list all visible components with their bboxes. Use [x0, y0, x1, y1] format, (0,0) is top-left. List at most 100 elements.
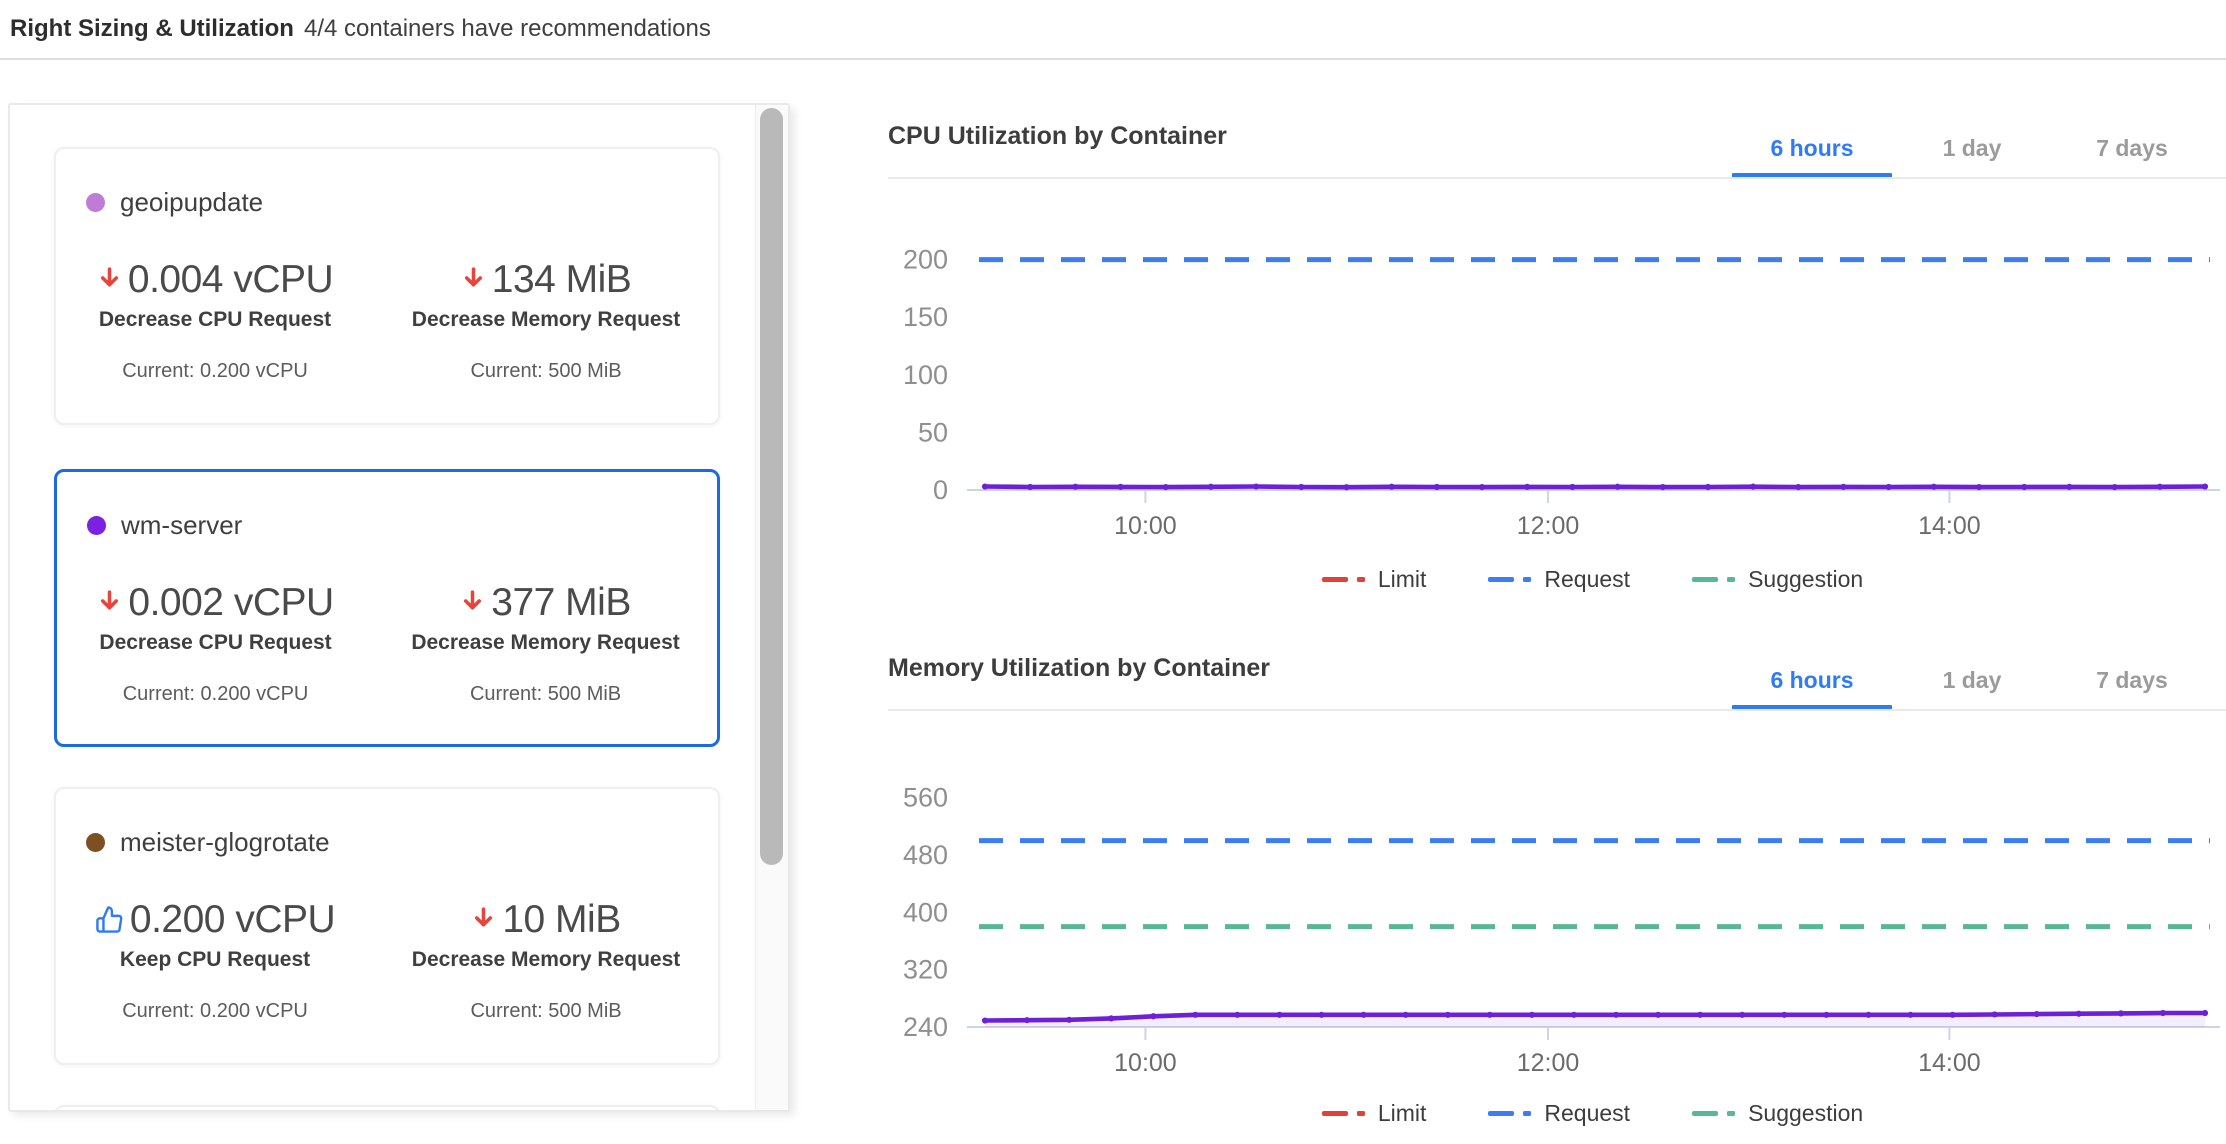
container-name: geoipupdate	[120, 187, 264, 217]
memory-recommendation: 134 MiB Decrease Memory Request Current:…	[374, 258, 718, 383]
container-name: wm-server	[121, 510, 243, 540]
legend-item-suggestion[interactable]: Suggestion	[1692, 1100, 1863, 1127]
arrow-down-icon	[471, 905, 496, 930]
legend-label: Limit	[1377, 1100, 1427, 1126]
memory-current-value: Current: 500 MiB	[469, 683, 622, 705]
cpu-recommendation: 0.004 vCPU Decrease CPU Request Current:…	[56, 258, 374, 383]
tab-7-days[interactable]: 7 days	[2096, 667, 2168, 693]
legend-dot-icon	[1356, 1111, 1365, 1116]
svg-text:12:00: 12:00	[1517, 1049, 1580, 1077]
container-color-dot	[86, 193, 105, 212]
page-subtitle: 4/4 containers have recommendations	[303, 15, 711, 42]
container-card-partial[interactable]	[54, 1105, 720, 1110]
legend-item-limit[interactable]: Limit	[1321, 566, 1427, 593]
legend-item-suggestion[interactable]: Suggestion	[1692, 566, 1863, 593]
memory-chart-legend: Limit Request Suggestion	[975, 1100, 2210, 1127]
arrow-down-icon	[97, 265, 122, 290]
cpu-current-value: Current: 0.200 vCPU	[122, 683, 309, 705]
legend-label: Request	[1544, 1100, 1631, 1126]
svg-text:100: 100	[903, 360, 948, 390]
card-header: geoipupdate	[86, 187, 718, 218]
svg-text:400: 400	[903, 897, 948, 927]
memory-recommendation-label: Decrease Memory Request	[411, 631, 680, 654]
legend-label: Suggestion	[1748, 1100, 1864, 1126]
svg-text:150: 150	[903, 302, 948, 332]
card-header: meister-glogrotate	[86, 827, 718, 858]
memory-recommended-value: 134 MiB	[491, 258, 632, 301]
arrow-down-icon	[460, 588, 485, 613]
cpu-chart-title: CPU Utilization by Container	[888, 122, 1227, 150]
card-header: wm-server	[87, 510, 717, 541]
arrow-down-icon	[461, 265, 486, 290]
memory-chart-timerange-tabs: 6 hours 1 day 7 days	[1732, 652, 2212, 711]
cpu-recommended-value: 0.004 vCPU	[127, 258, 334, 301]
svg-text:14:00: 14:00	[1918, 512, 1981, 540]
cpu-recommendation-label: Decrease CPU Request	[99, 631, 332, 654]
container-name: meister-glogrotate	[120, 827, 330, 857]
memory-recommended-value: 377 MiB	[491, 581, 631, 624]
cpu-recommendation: 0.200 vCPU Keep CPU Request Current: 0.2…	[56, 898, 374, 1023]
svg-text:240: 240	[903, 1012, 948, 1042]
svg-text:50: 50	[918, 417, 948, 447]
svg-text:10:00: 10:00	[1114, 1049, 1177, 1077]
cpu-recommended-value: 0.200 vCPU	[129, 898, 336, 941]
legend-dot-icon	[1727, 1111, 1736, 1116]
scrollbar-track[interactable]	[755, 105, 788, 1110]
legend-dash-icon	[1692, 577, 1719, 582]
cpu-current-value: Current: 0.200 vCPU	[122, 1000, 308, 1022]
card-metrics: 0.002 vCPU Decrease CPU Request Current:…	[57, 581, 717, 706]
legend-label: Limit	[1377, 566, 1427, 592]
container-list-panel: geoipupdate 0.004 vCPU Decrease CPU Requ…	[8, 103, 790, 1112]
container-color-dot	[87, 516, 106, 535]
memory-recommendation-label: Decrease Memory Request	[411, 308, 681, 331]
svg-text:320: 320	[903, 955, 948, 985]
container-card-geoipupdate[interactable]: geoipupdate 0.004 vCPU Decrease CPU Requ…	[54, 147, 720, 425]
tab-1-day[interactable]: 1 day	[1942, 135, 2002, 161]
tab-6-hours[interactable]: 6 hours	[1732, 652, 1892, 711]
cpu-recommended-value: 0.002 vCPU	[128, 581, 334, 624]
tab-1-day[interactable]: 1 day	[1942, 667, 2002, 693]
card-metrics: 0.004 vCPU Decrease CPU Request Current:…	[56, 258, 718, 383]
svg-text:14:00: 14:00	[1918, 1049, 1981, 1077]
memory-chart-title: Memory Utilization by Container	[888, 654, 1270, 682]
container-card-meister-glogrotate[interactable]: meister-glogrotate 0.200 vCPU Keep CPU R…	[54, 787, 720, 1065]
svg-text:560: 560	[903, 783, 948, 813]
scrollbar-thumb[interactable]	[760, 108, 783, 865]
legend-dot-icon	[1356, 577, 1365, 582]
cpu-current-value: Current: 0.200 vCPU	[122, 360, 308, 382]
svg-text:0: 0	[933, 475, 948, 505]
thumbs-up-icon	[95, 905, 124, 934]
legend-dot-icon	[1523, 577, 1532, 582]
divider	[888, 177, 2226, 179]
divider	[888, 709, 2226, 711]
legend-item-limit[interactable]: Limit	[1321, 1100, 1427, 1127]
page-title: Right Sizing & Utilization	[10, 15, 294, 42]
card-metrics: 0.200 vCPU Keep CPU Request Current: 0.2…	[56, 898, 718, 1023]
memory-current-value: Current: 500 MiB	[470, 360, 622, 382]
legend-label: Suggestion	[1748, 566, 1864, 592]
legend-dash-icon	[1488, 577, 1515, 582]
legend-label: Request	[1544, 566, 1631, 592]
cpu-recommendation: 0.002 vCPU Decrease CPU Request Current:…	[57, 581, 374, 706]
legend-dot-icon	[1523, 1111, 1532, 1116]
legend-item-request[interactable]: Request	[1488, 566, 1630, 593]
legend-dash-icon	[1321, 577, 1348, 582]
tab-6-hours[interactable]: 6 hours	[1732, 120, 1892, 179]
legend-dash-icon	[1488, 1111, 1515, 1116]
memory-recommendation: 10 MiB Decrease Memory Request Current: …	[374, 898, 718, 1023]
cpu-recommendation-label: Decrease CPU Request	[98, 308, 332, 331]
tab-7-days[interactable]: 7 days	[2096, 135, 2168, 161]
legend-dot-icon	[1727, 577, 1736, 582]
memory-recommendation-label: Decrease Memory Request	[411, 948, 681, 971]
cpu-chart-legend: Limit Request Suggestion	[975, 566, 2210, 593]
cpu-recommendation-label: Keep CPU Request	[119, 948, 311, 971]
svg-text:200: 200	[903, 245, 948, 275]
legend-item-request[interactable]: Request	[1488, 1100, 1630, 1127]
page-header: Right Sizing & Utilization 4/4 container…	[0, 0, 2226, 60]
legend-dash-icon	[1692, 1111, 1719, 1116]
container-card-wm-server[interactable]: wm-server 0.002 vCPU Decrease CPU Reques…	[54, 469, 720, 747]
arrow-down-icon	[97, 588, 122, 613]
svg-text:10:00: 10:00	[1114, 512, 1177, 540]
cpu-chart-timerange-tabs: 6 hours 1 day 7 days	[1732, 120, 2212, 179]
